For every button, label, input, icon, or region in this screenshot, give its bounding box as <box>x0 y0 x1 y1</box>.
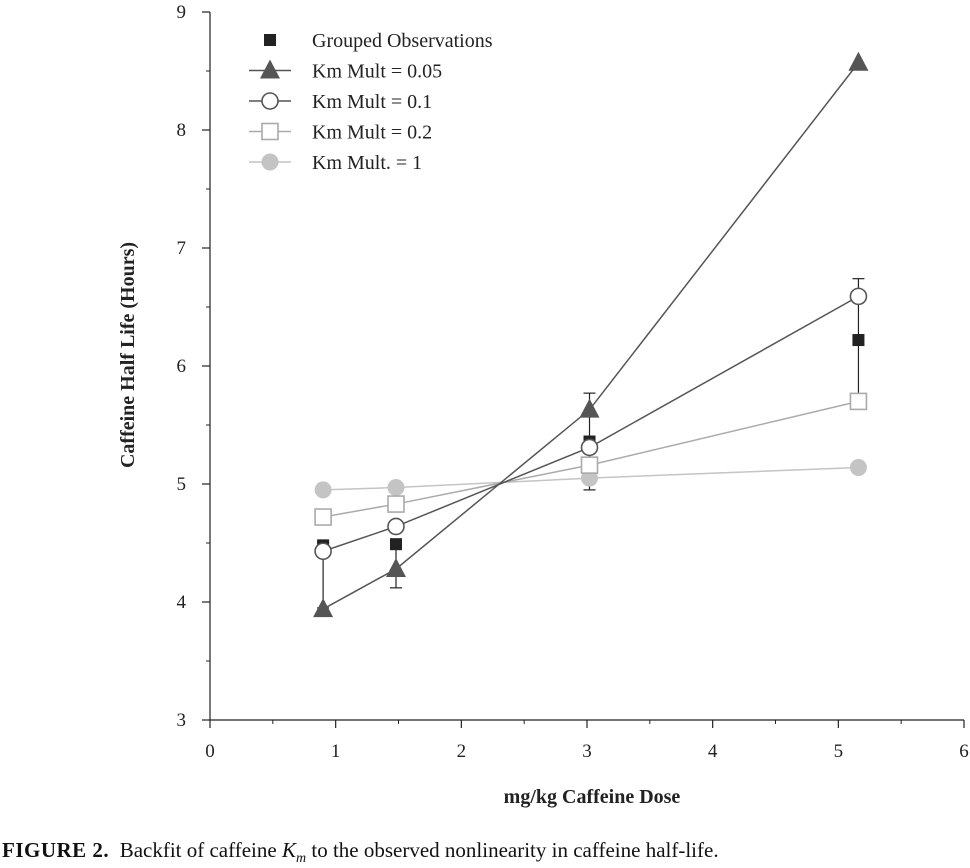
legend-entry-label: Grouped Observations <box>312 30 493 52</box>
legend-marker <box>264 34 276 46</box>
data-point <box>580 456 599 474</box>
data-point <box>848 51 869 71</box>
caption-km-subscript: m <box>295 851 307 867</box>
data-point <box>387 495 405 513</box>
caption-text-before: Backfit of caffeine <box>119 838 277 862</box>
y-tick-label: 3 <box>177 710 187 731</box>
legend-entry-label: Km Mult = 0.05 <box>312 61 442 83</box>
data-point <box>849 287 868 306</box>
data-point <box>852 334 865 347</box>
legend-marker <box>261 92 279 110</box>
series-line <box>322 400 859 518</box>
y-axis-label: Caffeine Half Life (Hours) <box>117 242 139 468</box>
data-point <box>580 438 599 457</box>
x-tick-label: 0 <box>205 741 215 762</box>
data-point <box>313 598 334 618</box>
data-point <box>579 398 600 418</box>
data-point <box>849 458 867 476</box>
data-point <box>314 481 332 499</box>
legend-entry-label: Km Mult. = 1 <box>312 152 422 174</box>
data-point <box>849 392 868 411</box>
legend-marker <box>260 59 280 79</box>
x-tick-label: 5 <box>834 741 844 762</box>
x-tick-label: 2 <box>457 741 467 762</box>
chart-legend: Grouped Observations Km Mult = 0.05 Km Mul… <box>249 30 493 174</box>
chart-axes: 3 4 5 6 7 8 9 0 1 2 3 4 5 6 <box>177 2 969 762</box>
data-point <box>389 538 402 551</box>
caption-text-after: to the observed nonlinearity in caffeine… <box>311 838 719 862</box>
data-point <box>385 557 406 577</box>
chart-plot-area <box>313 51 869 618</box>
data-point <box>314 508 332 526</box>
caption-km-base: K <box>281 838 296 862</box>
data-point <box>387 517 405 536</box>
legend-marker <box>261 153 279 171</box>
data-point <box>314 542 332 561</box>
y-tick-label: 7 <box>177 238 187 259</box>
legend-entry-label: Km Mult = 0.2 <box>312 122 432 144</box>
y-tick-label: 9 <box>177 2 187 23</box>
caption-km-symbol: Km <box>281 838 306 866</box>
data-point <box>387 479 405 497</box>
y-tick-label: 4 <box>177 592 187 613</box>
figure-label: FIGURE 2. <box>2 838 110 862</box>
x-tick-label: 3 <box>582 741 592 762</box>
x-tick-label: 6 <box>959 741 969 762</box>
y-tick-label: 5 <box>177 474 187 495</box>
legend-marker <box>261 122 279 141</box>
x-tick-label: 1 <box>331 741 341 762</box>
y-tick-label: 8 <box>177 120 187 141</box>
x-tick-label: 4 <box>708 741 718 762</box>
series-line <box>322 295 859 552</box>
figure-caption: FIGURE 2. Backfit of caffeine Km to the … <box>2 838 719 867</box>
series-line <box>322 62 860 610</box>
series-line <box>323 466 859 491</box>
y-tick-label: 6 <box>177 356 187 377</box>
legend-entry-label: Km Mult = 0.1 <box>312 91 432 113</box>
x-axis-label: mg/kg Caffeine Dose <box>504 786 681 808</box>
